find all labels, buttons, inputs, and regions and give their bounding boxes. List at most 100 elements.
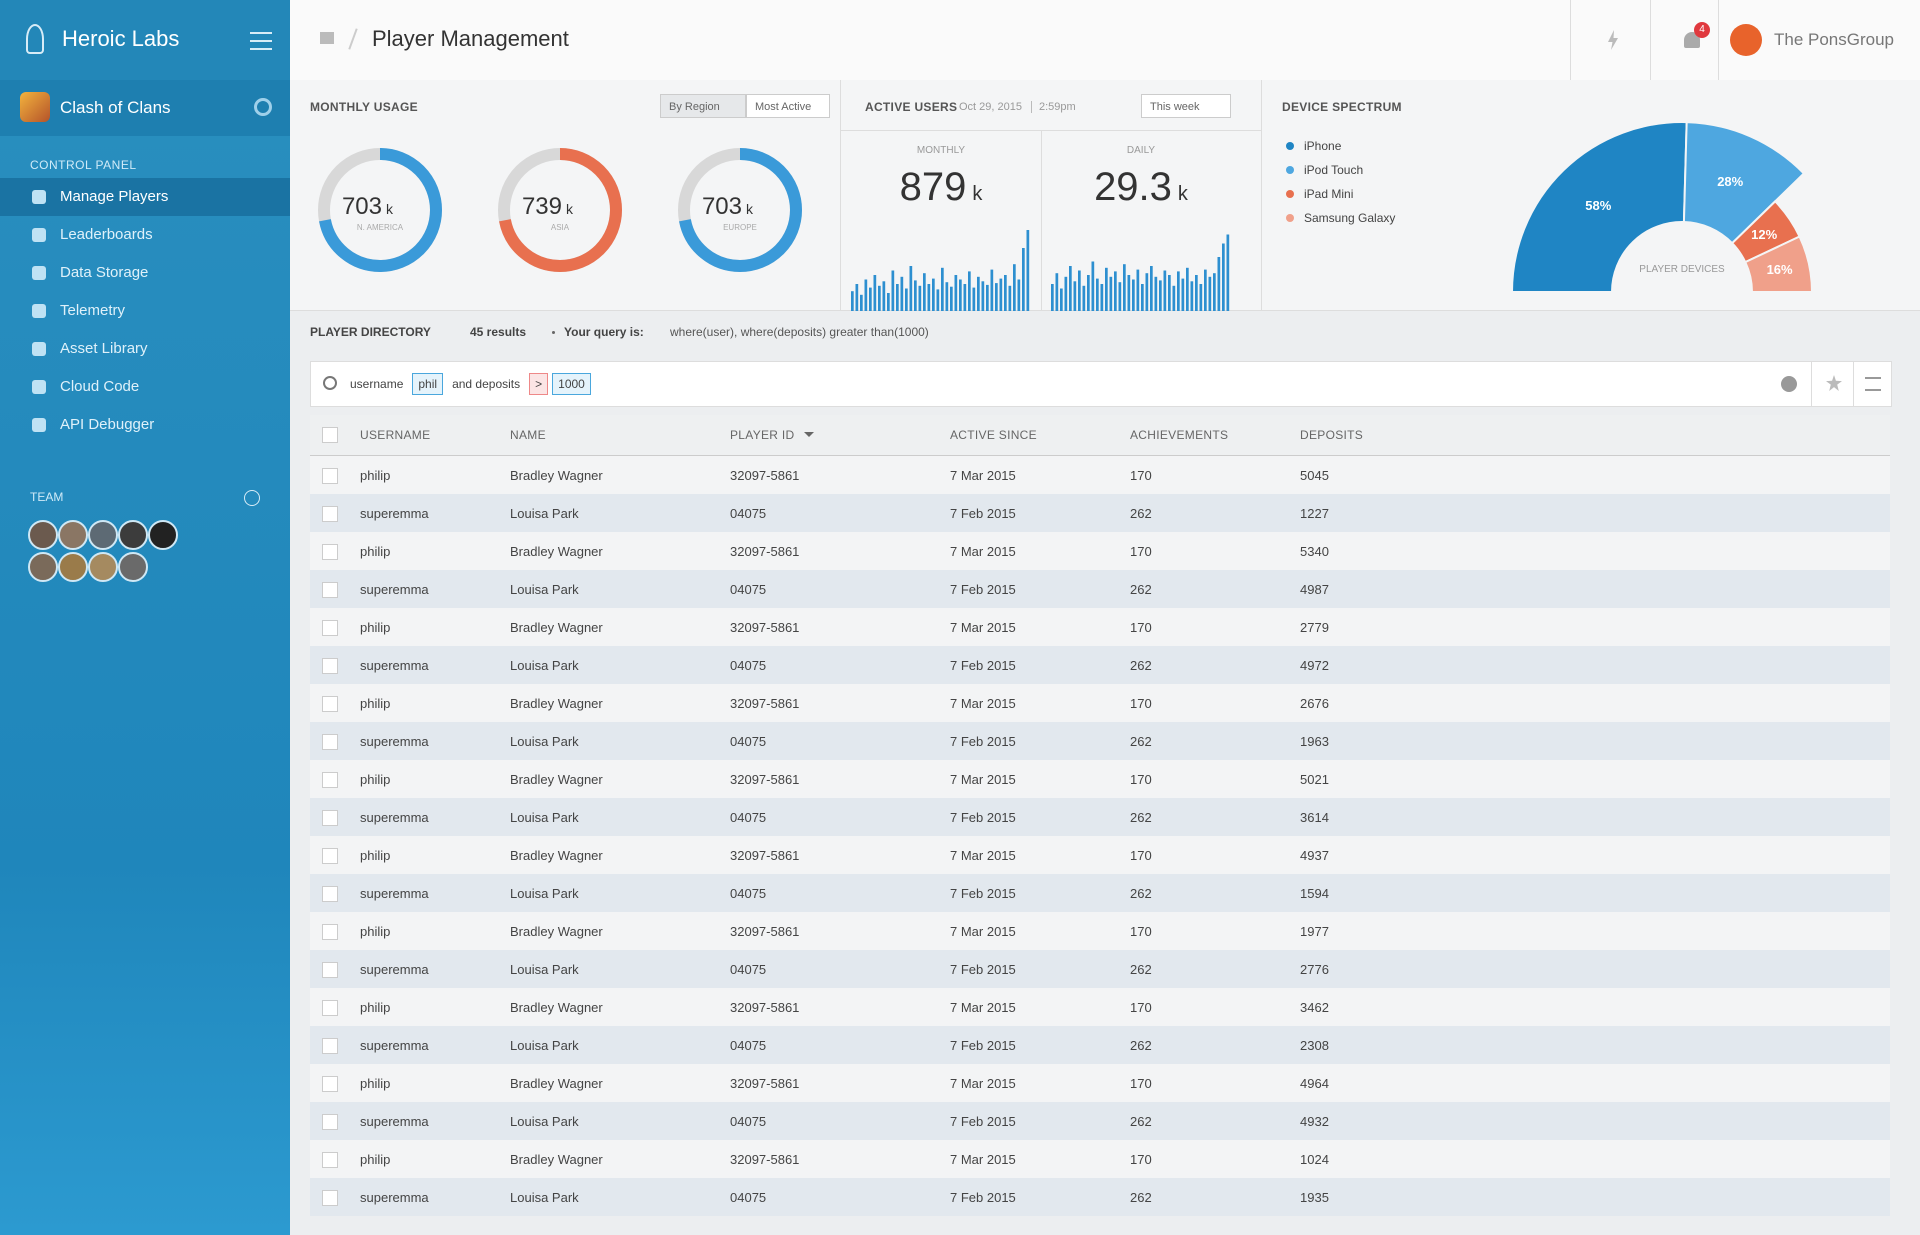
team-avatar[interactable] [28, 520, 58, 550]
spark-bar [981, 281, 985, 311]
row-checkbox[interactable] [322, 1152, 338, 1168]
table-row[interactable]: philip Bradley Wagner 32097-5861 7 Mar 2015… [310, 456, 1890, 494]
donut-label: N. AMERICA [357, 223, 404, 232]
spark-bar [950, 286, 953, 311]
select-all[interactable] [322, 427, 338, 443]
legend-item[interactable]: iPad Mini [1286, 182, 1486, 206]
nav-item[interactable]: Leaderboards [0, 216, 290, 254]
activity-button[interactable] [1608, 30, 1618, 50]
menu-button[interactable] [250, 32, 272, 50]
team-avatar[interactable] [118, 520, 148, 550]
spark-bar [1091, 261, 1095, 311]
legend-item[interactable]: iPhone [1286, 134, 1486, 158]
nav-item[interactable]: Manage Players [0, 178, 290, 216]
row-checkbox[interactable] [322, 924, 338, 940]
clear-button[interactable] [1781, 376, 1797, 392]
row-checkbox[interactable] [322, 620, 338, 636]
table-row[interactable]: superemma Louisa Park 04075 7 Feb 2015 262 49… [310, 570, 1890, 608]
filter-dropdown[interactable]: Most Active [746, 94, 830, 118]
row-checkbox[interactable] [322, 468, 338, 484]
table-row[interactable]: superemma Louisa Park 04075 7 Feb 2015 262 15… [310, 874, 1890, 912]
legend-item[interactable]: Samsung Galaxy [1286, 206, 1486, 230]
row-checkbox[interactable] [322, 810, 338, 826]
search-bar[interactable]: username phil and deposits >1000 [310, 361, 1892, 407]
team-avatar[interactable] [148, 520, 178, 550]
column-header[interactable]: USERNAME [360, 428, 431, 442]
filter-dropdown[interactable]: By Region [660, 94, 746, 118]
table-row[interactable]: philip Bradley Wagner 32097-5861 7 Mar 2015… [310, 532, 1890, 570]
column-header[interactable]: PLAYER ID [730, 428, 795, 442]
row-checkbox[interactable] [322, 506, 338, 522]
row-checkbox[interactable] [322, 734, 338, 750]
row-checkbox[interactable] [322, 962, 338, 978]
table-row[interactable]: philip Bradley Wagner 32097-5861 7 Mar 2015… [310, 608, 1890, 646]
cell: superemma [360, 886, 429, 901]
team-avatar[interactable] [28, 552, 58, 582]
spark-bar [1150, 266, 1153, 311]
row-checkbox[interactable] [322, 1038, 338, 1054]
spark-bar [1087, 275, 1090, 311]
cell: Bradley Wagner [510, 1152, 603, 1167]
nav-item[interactable]: Cloud Code [0, 368, 290, 406]
table-row[interactable]: superemma Louisa Park 04075 7 Feb 2015 262 36… [310, 798, 1890, 836]
column-header[interactable]: DEPOSITS [1300, 428, 1364, 442]
spark-bar [860, 294, 863, 311]
team-avatar[interactable] [88, 520, 118, 550]
range-dropdown[interactable]: This week [1141, 94, 1231, 118]
row-checkbox[interactable] [322, 544, 338, 560]
nav-item[interactable]: API Debugger [0, 406, 290, 444]
table-row[interactable]: superemma Louisa Park 04075 7 Feb 2015 262 23… [310, 1026, 1890, 1064]
row-checkbox[interactable] [322, 1000, 338, 1016]
cell: Bradley Wagner [510, 924, 603, 939]
row-checkbox[interactable] [322, 1114, 338, 1130]
table-row[interactable]: superemma Louisa Park 04075 7 Feb 2015 262 19… [310, 722, 1890, 760]
table-row[interactable]: philip Bradley Wagner 32097-5861 7 Mar 2015… [310, 988, 1890, 1026]
column-header[interactable]: ACTIVE SINCE [950, 428, 1037, 442]
cell: 04075 [730, 1038, 767, 1053]
table-row[interactable]: philip Bradley Wagner 32097-5861 7 Mar 2015… [310, 1140, 1890, 1178]
table-row[interactable]: superemma Louisa Park 04075 7 Feb 2015 262 49… [310, 646, 1890, 684]
legend-item[interactable]: iPod Touch [1286, 158, 1486, 182]
row-checkbox[interactable] [322, 696, 338, 712]
table-header: USERNAME NAME PLAYER ID ACTIVE SINCE ACHIEVE… [310, 415, 1890, 456]
cell: 32097-5861 [730, 924, 800, 939]
donut-unit: k [386, 201, 394, 217]
team-avatar[interactable] [118, 552, 148, 582]
row-checkbox[interactable] [322, 658, 338, 674]
home-icon[interactable] [320, 32, 334, 44]
team-avatar[interactable] [58, 520, 88, 550]
add-team-button[interactable] [244, 490, 260, 506]
filter-button[interactable] [1865, 377, 1881, 391]
row-checkbox[interactable] [322, 772, 338, 788]
team-avatar[interactable] [88, 552, 118, 582]
row-checkbox[interactable] [322, 886, 338, 902]
column-header[interactable]: NAME [510, 428, 546, 442]
legend-swatch [1286, 142, 1294, 150]
search-query[interactable]: username phil and deposits >1000 [345, 373, 595, 395]
panel-title: DEVICE SPECTRUM [1282, 100, 1402, 114]
table-row[interactable]: philip Bradley Wagner 32097-5861 7 Mar 2015… [310, 912, 1890, 950]
favorite-button[interactable] [1826, 375, 1842, 391]
team-avatar[interactable] [58, 552, 88, 582]
nav-item[interactable]: Data Storage [0, 254, 290, 292]
project-name[interactable]: Clash of Clans [60, 98, 171, 117]
table-row[interactable]: superemma Louisa Park 04075 7 Feb 2015 262 27… [310, 950, 1890, 988]
table-row[interactable]: superemma Louisa Park 04075 7 Feb 2015 262 19… [310, 1178, 1890, 1216]
table-row[interactable]: superemma Louisa Park 04075 7 Feb 2015 262 12… [310, 494, 1890, 532]
table-row[interactable]: superemma Louisa Park 04075 7 Feb 2015 262 49… [310, 1102, 1890, 1140]
row-checkbox[interactable] [322, 1190, 338, 1206]
column-header[interactable]: ACHIEVEMENTS [1130, 428, 1229, 442]
nav-item[interactable]: Asset Library [0, 330, 290, 368]
settings-button[interactable] [254, 98, 272, 116]
table-row[interactable]: philip Bradley Wagner 32097-5861 7 Mar 2015… [310, 836, 1890, 874]
table-row[interactable]: philip Bradley Wagner 32097-5861 7 Mar 2015… [310, 684, 1890, 722]
nav-item[interactable]: Telemetry [0, 292, 290, 330]
row-checkbox[interactable] [322, 1076, 338, 1092]
table-row[interactable]: philip Bradley Wagner 32097-5861 7 Mar 2015… [310, 1064, 1890, 1102]
row-checkbox[interactable] [322, 848, 338, 864]
org-name[interactable]: The PonsGroup [1774, 30, 1895, 49]
row-checkbox[interactable] [322, 582, 338, 598]
cell: 32097-5861 [730, 468, 800, 483]
table-row[interactable]: philip Bradley Wagner 32097-5861 7 Mar 2015… [310, 760, 1890, 798]
cell: philip [360, 620, 391, 635]
